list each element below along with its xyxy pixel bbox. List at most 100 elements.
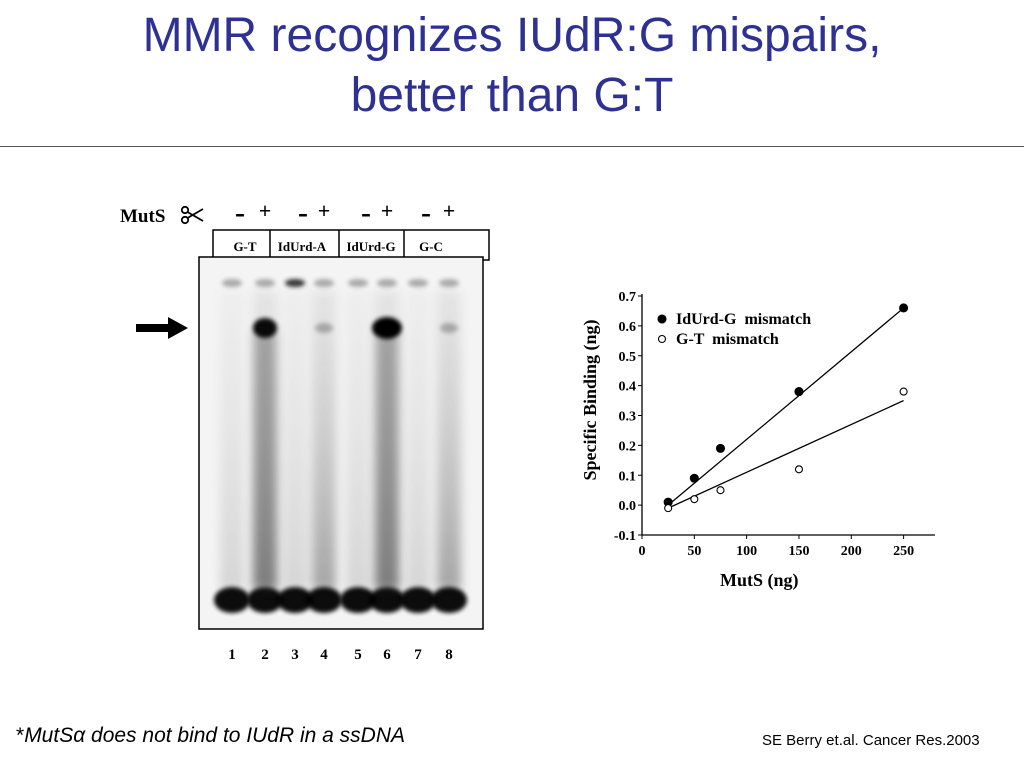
y-tick-label: -0.1 (614, 529, 636, 544)
complex-band-lane-8 (440, 323, 458, 333)
lane-number-8: 8 (445, 647, 453, 663)
well-band (314, 279, 334, 287)
chart-fit-lines (667, 307, 905, 509)
chart-points (663, 303, 909, 513)
data-point-series-2 (716, 486, 725, 495)
legend-label-1: IdUrd-G mismatch (676, 311, 811, 328)
gel-lanes (214, 279, 467, 613)
legend-label-2: G-T mismatch (676, 331, 779, 348)
group-label-gt: G-T (233, 239, 256, 254)
chart-x-axis-label-text: MutS (ng) (720, 570, 799, 591)
chart-axes: -0.1 0.0 0.1 0.2 0.3 0.4 0.5 0.6 0.7 0 50 100 150 200… (614, 290, 935, 559)
x-tick-label: 150 (788, 544, 809, 559)
slide-title: MMR recognizes IUdR:G mispairs, better t… (0, 6, 1024, 126)
y-tick-label: 0.2 (619, 439, 637, 454)
complex-band-lane-6 (372, 317, 402, 339)
lane-smear (220, 290, 244, 590)
chart-legend: IdUrd-G mismatch G-T mismatch (657, 311, 811, 348)
lane-number-6: 6 (383, 647, 391, 663)
well-band (222, 279, 242, 287)
footnote-star: * (16, 724, 25, 747)
well-band (348, 279, 368, 287)
chart-y-axis-label: Specific Binding (ng) (580, 319, 601, 480)
lane-number-7: 7 (414, 647, 422, 663)
free-probe-band (247, 587, 283, 613)
data-point-series-2 (899, 387, 908, 396)
legend-marker-2 (657, 334, 667, 344)
lane-smear (346, 290, 370, 590)
lane-sign-5: - (361, 196, 371, 229)
y-tick-label: 0.5 (619, 350, 637, 365)
lane-smear (406, 290, 430, 590)
lane-smear-strong (254, 330, 276, 590)
scissors-icon (180, 205, 204, 225)
data-point-series-2 (664, 504, 673, 513)
lane-number-5: 5 (354, 647, 362, 663)
free-probe-band (277, 587, 313, 613)
well-band (285, 279, 305, 287)
x-tick-label: 200 (841, 544, 862, 559)
free-probe-band (340, 587, 376, 613)
well-band (255, 279, 275, 287)
fit-line-series-2 (667, 399, 904, 509)
lane-smear-strong (376, 330, 398, 590)
free-probe-band (400, 587, 436, 613)
well-band (377, 279, 397, 287)
free-probe-band (306, 587, 342, 613)
gel-panel (198, 256, 484, 630)
y-tick-label: 0.4 (619, 380, 637, 395)
group-label-idurd-g: IdUrd-G (346, 239, 395, 254)
x-tick-label: 50 (687, 544, 701, 559)
data-point-series-1 (899, 303, 909, 313)
title-line-2: better than G:T (350, 69, 674, 122)
lane-sign-row: - + - + - + - + (235, 196, 455, 229)
muts-label: MutS (120, 206, 165, 227)
lane-number-2: 2 (261, 647, 269, 663)
y-tick-label: 0.6 (619, 320, 637, 335)
lane-sign-8: + (443, 198, 456, 223)
lane-smear (312, 290, 336, 590)
free-probe-band (431, 587, 467, 613)
lane-number-1: 1 (228, 647, 236, 663)
lane-sign-1: - (235, 196, 245, 229)
x-tick-label: 0 (639, 544, 646, 559)
complex-band-lane-2 (253, 318, 277, 338)
data-point-series-2 (794, 465, 804, 474)
data-point-series-1 (715, 443, 726, 453)
data-point-series-1 (689, 473, 699, 483)
group-label-idurd-a: IdUrd-A (278, 239, 327, 254)
data-point-series-1 (794, 387, 804, 397)
chart-x-axis-label: MutS (ng) (720, 570, 799, 591)
lane-number-4: 4 (320, 647, 328, 663)
x-tick-label: 100 (736, 544, 757, 559)
y-tick-label: 0.7 (619, 290, 637, 305)
lane-sign-7: - (421, 196, 431, 229)
citation: SE Berry et.al. Cancer Res.2003 (762, 732, 980, 749)
well-band (439, 279, 459, 287)
x-tick-label: 250 (893, 544, 914, 559)
footnote: *MutSα does not bind to IUdR in a ssDNA (16, 724, 405, 748)
lane-sign-6: + (381, 198, 394, 223)
lane-sign-3: - (298, 196, 308, 229)
footnote-text: MutSα does not bind to IUdR in a ssDNA (24, 724, 406, 747)
lane-smear (283, 290, 307, 590)
lane-sign-4: + (318, 198, 331, 223)
y-tick-label: 0.3 (619, 410, 637, 425)
lane-number-3: 3 (291, 647, 299, 663)
data-point-series-2 (690, 495, 699, 504)
title-line-1: MMR recognizes IUdR:G mispairs, (142, 9, 882, 62)
legend-marker-1 (657, 314, 667, 324)
arrow-right-icon (136, 317, 188, 339)
fit-line-series-1 (667, 307, 905, 506)
group-label-gc: G-C (419, 239, 443, 254)
complex-band-lane-4 (315, 323, 333, 333)
y-tick-label: 0.1 (619, 469, 637, 484)
title-divider (0, 146, 1024, 147)
y-tick-label: 0.0 (619, 499, 637, 514)
lane-smear (437, 290, 461, 590)
free-probe-band (369, 587, 405, 613)
free-probe-band (214, 587, 250, 613)
